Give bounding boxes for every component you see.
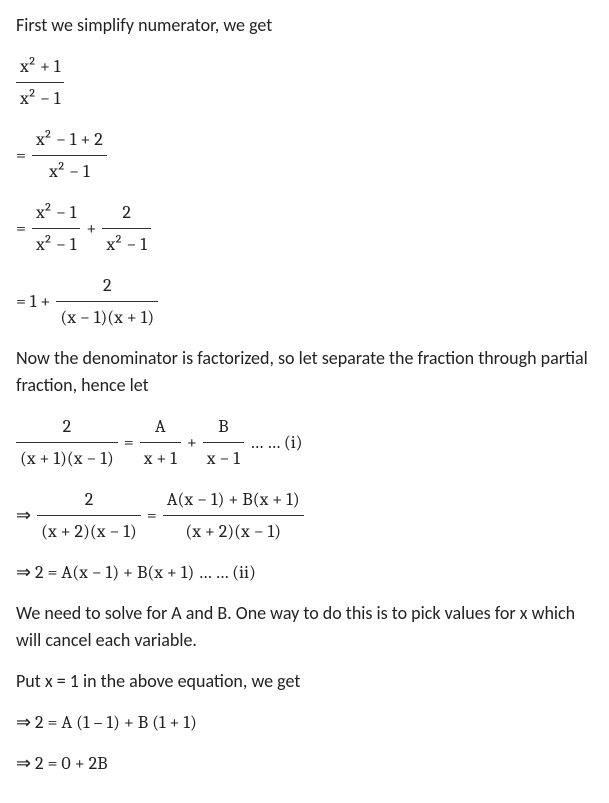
frac-1-den: x² − 1 [16,83,64,112]
eq-sign-2: = [16,142,26,169]
frac-2-num: x² − 1 + 2 [32,126,107,156]
frac-3: = x² − 1 x² − 1 + 2 x² − 1 [16,199,593,258]
eq-sub-1: ⇒ 2 = A (1 – 1) + B (1 + 1) [16,709,593,736]
para-factorized: Now the denominator is factorized, so le… [16,345,593,399]
para-solve-ab: We need to solve for A and B. One way to… [16,600,593,654]
frac-3b-num: 2 [102,199,150,229]
frac-2: = x² − 1 + 2 x² − 1 [16,126,593,185]
implies-6: ⇒ [16,502,31,529]
frac-3a-den: x² − 1 [32,229,80,258]
frac-6b-den: (x + 2)(x − 1) [163,516,304,545]
eq-sign-5: = [124,429,134,456]
frac-5c-den: x − 1 [203,443,244,472]
para-intro: First we simplify numerator, we get [16,12,593,39]
frac-4-num: 2 [56,272,158,302]
frac-4-den: (x − 1)(x + 1) [56,302,158,331]
frac-6a-num: 2 [37,486,141,516]
frac-4: = 1 + 2 (x − 1)(x + 1) [16,272,593,331]
plus-5: + [187,429,197,456]
frac-3a-num: x² − 1 [32,199,80,229]
frac-5c-num: B [203,413,244,443]
frac-5b-den: x + 1 [140,443,181,472]
eq-sub-2: ⇒ 2 = 0 + 2B [16,750,593,777]
frac-5b-num: A [140,413,181,443]
eq-ii: ⇒ 2 = A(x − 1) + B(x + 1) … … (ii) [16,559,593,586]
eq-sign-4: = 1 + [16,288,50,315]
frac-3b-den: x² − 1 [102,229,150,258]
frac-2-den: x² − 1 [32,156,107,185]
eq-sign-6: = [147,502,157,529]
frac-1-num: x² + 1 [16,53,64,83]
para-put-x1: Put x = 1 in the above equation, we get [16,668,593,695]
frac-6b-num: A(x − 1) + B(x + 1) [163,486,304,516]
frac-5a-den: (x + 1)(x − 1) [16,443,118,472]
plus-3: + [86,215,96,242]
frac-6: ⇒ 2 (x + 2)(x − 1) = A(x − 1) + B(x + 1)… [16,486,593,545]
frac-6a-den: (x + 2)(x − 1) [37,516,141,545]
frac-1: x² + 1 x² − 1 [16,53,593,112]
frac-5: 2 (x + 1)(x − 1) = A x + 1 + B x − 1 … …… [16,413,593,472]
eq-sign-3: = [16,215,26,242]
eq-tag-i: … … (i) [250,429,303,456]
frac-5a-num: 2 [16,413,118,443]
